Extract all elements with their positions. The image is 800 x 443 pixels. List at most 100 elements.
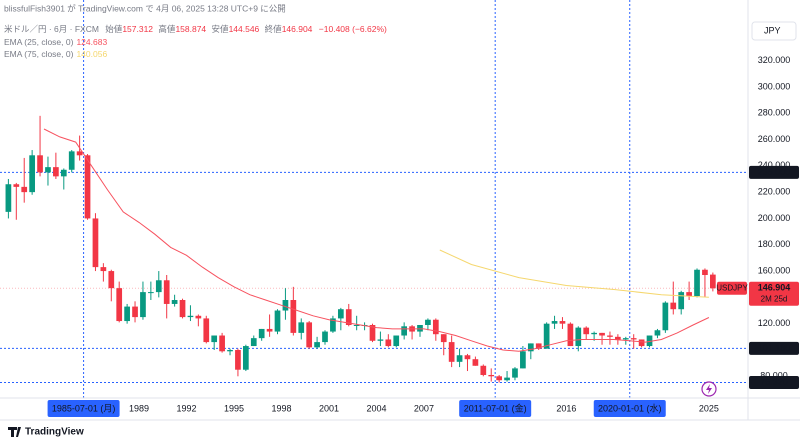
ema-line bbox=[43, 128, 710, 352]
candle-body bbox=[464, 355, 471, 360]
candle-body bbox=[243, 346, 249, 370]
y-tick-label: 260.000 bbox=[758, 134, 791, 144]
y-tick-label: 200.000 bbox=[758, 213, 791, 223]
y-tick-label: 320.000 bbox=[758, 55, 791, 65]
legend-name: EMA (25, close, 0) bbox=[4, 37, 74, 47]
x-tick-label: 2007 bbox=[414, 403, 434, 413]
candle-body bbox=[322, 331, 328, 343]
candle-body bbox=[108, 271, 115, 289]
candle-body bbox=[290, 299, 297, 333]
candle-body bbox=[456, 355, 463, 362]
candle-body bbox=[638, 339, 645, 347]
candle-body bbox=[306, 322, 313, 348]
price-tag-countdown: 2M 25d bbox=[761, 294, 788, 303]
candle-body bbox=[282, 299, 289, 311]
legend-value: 146.904 bbox=[282, 24, 313, 34]
footer-brand: TradingView bbox=[25, 427, 84, 438]
legend-label: 高値 bbox=[158, 24, 176, 34]
ohlc-legend: 米ドル／円 · 6月 · FXCM 始値157.312 高値158.874 安値… bbox=[4, 24, 387, 34]
candle-body bbox=[140, 292, 146, 318]
candle-body bbox=[53, 167, 59, 177]
candle-body bbox=[21, 186, 28, 193]
candle-body bbox=[472, 359, 479, 366]
candle-body bbox=[654, 330, 661, 336]
price-level-box bbox=[749, 165, 799, 179]
candle-body bbox=[330, 318, 336, 332]
date-marker-box bbox=[593, 400, 666, 417]
symbol-tag bbox=[717, 281, 747, 295]
candle-body bbox=[559, 321, 566, 324]
legend-value: 157.312 bbox=[122, 24, 153, 34]
candle-body bbox=[678, 292, 685, 310]
candle-body bbox=[417, 324, 423, 332]
candle-body bbox=[68, 151, 75, 170]
alert-icon-glyph bbox=[706, 384, 712, 394]
candle-body bbox=[195, 315, 202, 319]
candle-body bbox=[440, 334, 447, 343]
x-tick-label: 1989 bbox=[129, 403, 149, 413]
candle-body bbox=[480, 365, 487, 375]
candle-body bbox=[694, 269, 700, 297]
y-tick-label: 80.000 bbox=[760, 371, 788, 381]
candle-body bbox=[29, 155, 35, 193]
logo bbox=[8, 427, 21, 437]
candle-body bbox=[13, 184, 20, 187]
candle-body bbox=[662, 302, 669, 331]
x-tick-label: 2025 bbox=[699, 403, 719, 413]
candle-body bbox=[591, 332, 597, 335]
candle-body bbox=[187, 315, 194, 318]
y-tick-label: 240.000 bbox=[758, 160, 791, 170]
candle-body bbox=[385, 339, 392, 347]
candle-body bbox=[512, 368, 518, 378]
candle-body bbox=[76, 151, 83, 156]
candle-body bbox=[92, 218, 99, 268]
candle-body bbox=[171, 299, 178, 304]
legend-label: 安値 bbox=[212, 24, 230, 34]
candle-body bbox=[615, 336, 621, 340]
candle-body bbox=[401, 326, 408, 336]
currency: JPY bbox=[764, 25, 781, 35]
candle-body bbox=[274, 310, 281, 332]
date-marker-label: 2020-01-01 (水) bbox=[598, 402, 662, 413]
candle-body bbox=[337, 309, 344, 319]
candle-body bbox=[622, 338, 629, 340]
candle-body bbox=[710, 274, 716, 289]
candle-body bbox=[258, 328, 265, 339]
candle-body bbox=[155, 280, 162, 293]
date-marker-box bbox=[459, 400, 532, 417]
candle-body bbox=[488, 374, 495, 377]
legend-label: 終値 bbox=[265, 24, 283, 34]
candle-body bbox=[235, 349, 241, 370]
legend-label: 始値 bbox=[105, 24, 123, 34]
price-level-label: 101.180 bbox=[758, 343, 791, 353]
candle-body bbox=[520, 351, 526, 369]
x-tick-label: 2016 bbox=[556, 403, 576, 413]
currency-box[interactable] bbox=[751, 21, 797, 41]
candle-body bbox=[266, 328, 273, 332]
candle-body bbox=[670, 302, 677, 310]
legend-value: 158.874 bbox=[175, 24, 206, 34]
price-tag bbox=[749, 281, 799, 306]
x-tick-label: 1998 bbox=[271, 403, 291, 413]
x-tick-label: 1992 bbox=[176, 403, 196, 413]
candle-body bbox=[100, 267, 107, 272]
candle-body bbox=[124, 306, 130, 322]
ema-legend: EMA (25, close, 0) 124.683 bbox=[4, 37, 107, 47]
ema-line bbox=[439, 249, 709, 298]
ema-legend: EMA (75, close, 0) 140.056 bbox=[4, 49, 107, 59]
candle-body bbox=[646, 335, 653, 347]
candle-body bbox=[148, 292, 154, 294]
legend-value: 124.683 bbox=[76, 37, 107, 47]
date-marker-label: 2011-07-01 (金) bbox=[464, 402, 527, 413]
candle-body bbox=[84, 155, 91, 219]
candle-body bbox=[377, 339, 384, 341]
candle-body bbox=[132, 306, 138, 318]
candle-body bbox=[203, 318, 210, 343]
candle-body bbox=[448, 342, 455, 362]
candle-body bbox=[527, 343, 534, 352]
price-tag-value: 146.904 bbox=[758, 283, 791, 293]
candle-body bbox=[345, 309, 352, 325]
candle-body bbox=[551, 321, 558, 324]
candle-body bbox=[393, 335, 400, 347]
